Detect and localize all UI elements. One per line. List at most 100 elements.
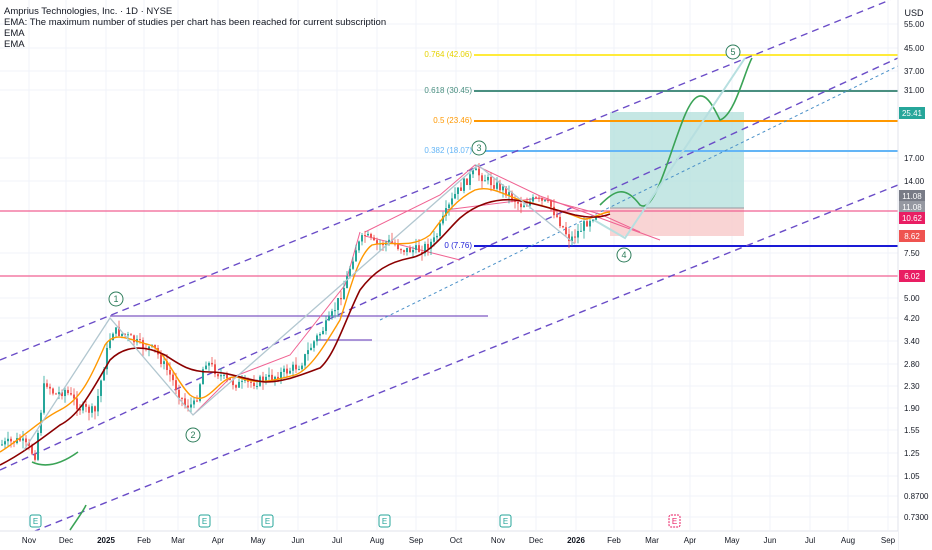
projected-wave-grey[interactable] (593, 57, 746, 240)
candle-body (511, 192, 513, 200)
svg-text:37.00: 37.00 (904, 67, 925, 76)
stop-zone[interactable] (610, 208, 744, 236)
study-ema-2[interactable]: EMA (4, 39, 25, 50)
green-curve-low[interactable] (31, 451, 79, 466)
candle-body (277, 376, 279, 380)
candle-body (502, 186, 504, 191)
price-tag-last[interactable]: 11.08 (899, 190, 925, 202)
candle-body (280, 371, 282, 380)
candle-body (253, 382, 255, 387)
candle-body (436, 235, 438, 238)
wave-label-2[interactable]: 2 (185, 427, 201, 443)
svg-text:Dec: Dec (529, 536, 543, 545)
candlesticks[interactable] (1, 162, 597, 462)
svg-text:Aug: Aug (370, 536, 384, 545)
candle-body (73, 394, 75, 399)
earnings-marker[interactable]: E (261, 514, 274, 528)
svg-text:Jul: Jul (805, 536, 815, 545)
candle-body (178, 389, 180, 398)
candle-body (232, 379, 234, 386)
svg-text:Sep: Sep (881, 536, 896, 545)
study-ema-1[interactable]: EMA (4, 28, 25, 39)
candle-body (412, 249, 414, 253)
svg-text:Jul: Jul (332, 536, 342, 545)
ema-slow-line[interactable] (0, 198, 611, 466)
fib-label-0764: 0.764 (42.06) (424, 50, 472, 59)
earnings-marker[interactable]: E (29, 514, 42, 528)
svg-text:E: E (202, 517, 207, 526)
svg-text:2: 2 (190, 430, 195, 440)
candle-body (556, 215, 558, 217)
candle-body (589, 220, 591, 227)
candle-body (172, 374, 174, 381)
candle-body (22, 438, 24, 441)
candle-body (112, 333, 114, 341)
symbol-title[interactable]: Amprius Technologies, Inc. · 1D · NYSE (4, 6, 173, 17)
candle-body (478, 168, 480, 176)
candle-body (538, 197, 540, 199)
candle-body (1, 444, 3, 446)
svg-text:45.00: 45.00 (904, 44, 925, 53)
candle-body (496, 182, 498, 189)
candle-body (337, 298, 339, 311)
earnings-marker-upcoming[interactable]: E (668, 514, 681, 528)
svg-text:Nov: Nov (22, 536, 36, 545)
svg-text:E: E (382, 517, 387, 526)
wave-label-3[interactable]: 3 (471, 140, 487, 156)
candle-body (445, 208, 447, 216)
candle-body (94, 406, 96, 412)
candle-body (43, 383, 45, 413)
price-tag-target[interactable]: 25.41 (899, 107, 925, 119)
currency-button[interactable]: USD (904, 8, 924, 18)
candle-body (55, 393, 57, 395)
candle-body (466, 178, 468, 185)
trend-channel[interactable] (0, 0, 899, 546)
earnings-marker[interactable]: E (198, 514, 211, 528)
candle-body (307, 350, 309, 355)
candle-body (76, 398, 78, 410)
svg-text:2026: 2026 (567, 536, 585, 545)
fib-retracement[interactable]: 0.764 (42.06) 0.618 (30.45) 0.5 (23.46) … (424, 50, 898, 250)
candle-body (166, 361, 168, 370)
candle-body (460, 187, 462, 191)
ema-fast-line[interactable] (0, 188, 611, 453)
chart-legend: Amprius Technologies, Inc. · 1D · NYSE E… (4, 6, 386, 50)
wave-label-5[interactable]: 5 (725, 44, 741, 60)
green-curve-bottom[interactable] (69, 504, 87, 531)
price-tag-stop[interactable]: 8.62 (899, 230, 925, 242)
svg-text:8.62: 8.62 (904, 232, 920, 241)
svg-text:6.02: 6.02 (904, 272, 920, 281)
candle-body (397, 244, 399, 250)
candle-body (586, 221, 588, 227)
svg-text:Apr: Apr (684, 536, 697, 545)
candle-body (439, 223, 441, 236)
earnings-marker[interactable]: E (499, 514, 512, 528)
wave-label-4[interactable]: 4 (616, 247, 632, 263)
time-axis[interactable] (0, 531, 898, 550)
price-tag-resistance[interactable]: 10.62 (899, 212, 925, 224)
svg-text:2025: 2025 (97, 536, 115, 545)
candle-body (292, 364, 294, 371)
candle-body (163, 361, 165, 365)
candle-body (346, 276, 348, 289)
svg-text:2.30: 2.30 (904, 382, 920, 391)
candle-body (454, 193, 456, 199)
svg-text:0.8700: 0.8700 (904, 492, 929, 501)
price-tag-support[interactable]: 6.02 (899, 270, 925, 282)
candle-body (196, 400, 198, 402)
price-tag-entry[interactable]: 11.08 (899, 201, 925, 213)
wave-label-1[interactable]: 1 (108, 291, 124, 307)
projected-wave-green[interactable] (599, 57, 753, 207)
mid-channel-line[interactable] (379, 65, 899, 321)
elliott-wave-path[interactable] (23, 164, 576, 451)
earnings-marker[interactable]: E (378, 514, 391, 528)
candle-body (517, 202, 519, 204)
svg-text:0.7300: 0.7300 (904, 513, 929, 522)
candle-body (469, 174, 471, 185)
fib-label-05: 0.5 (23.46) (433, 116, 472, 125)
svg-text:3: 3 (476, 143, 481, 153)
candle-body (493, 185, 495, 189)
svg-text:E: E (672, 517, 677, 526)
candle-body (349, 268, 351, 277)
